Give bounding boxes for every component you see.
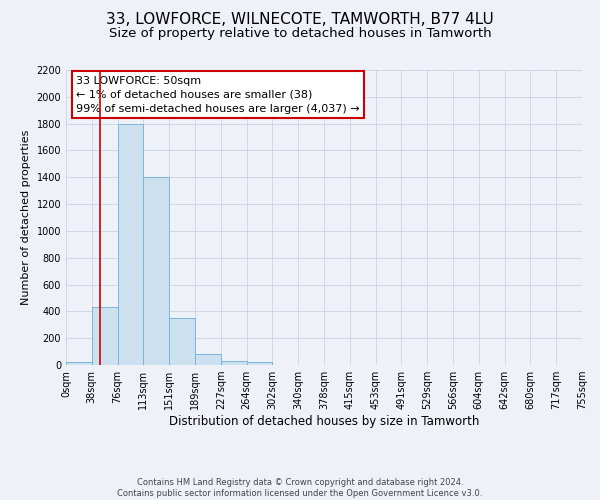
Y-axis label: Number of detached properties: Number of detached properties xyxy=(21,130,31,305)
Bar xyxy=(169,318,195,365)
Bar xyxy=(92,308,118,365)
Bar xyxy=(221,361,247,365)
Text: 33, LOWFORCE, WILNECOTE, TAMWORTH, B77 4LU: 33, LOWFORCE, WILNECOTE, TAMWORTH, B77 4… xyxy=(106,12,494,28)
Bar xyxy=(195,354,221,365)
Bar xyxy=(66,362,92,365)
Text: Contains HM Land Registry data © Crown copyright and database right 2024.
Contai: Contains HM Land Registry data © Crown c… xyxy=(118,478,482,498)
Text: 33 LOWFORCE: 50sqm
← 1% of detached houses are smaller (38)
99% of semi-detached: 33 LOWFORCE: 50sqm ← 1% of detached hous… xyxy=(76,76,360,114)
Bar xyxy=(118,124,143,365)
X-axis label: Distribution of detached houses by size in Tamworth: Distribution of detached houses by size … xyxy=(169,415,479,428)
Text: Size of property relative to detached houses in Tamworth: Size of property relative to detached ho… xyxy=(109,28,491,40)
Bar xyxy=(143,178,169,365)
Bar xyxy=(247,362,272,365)
